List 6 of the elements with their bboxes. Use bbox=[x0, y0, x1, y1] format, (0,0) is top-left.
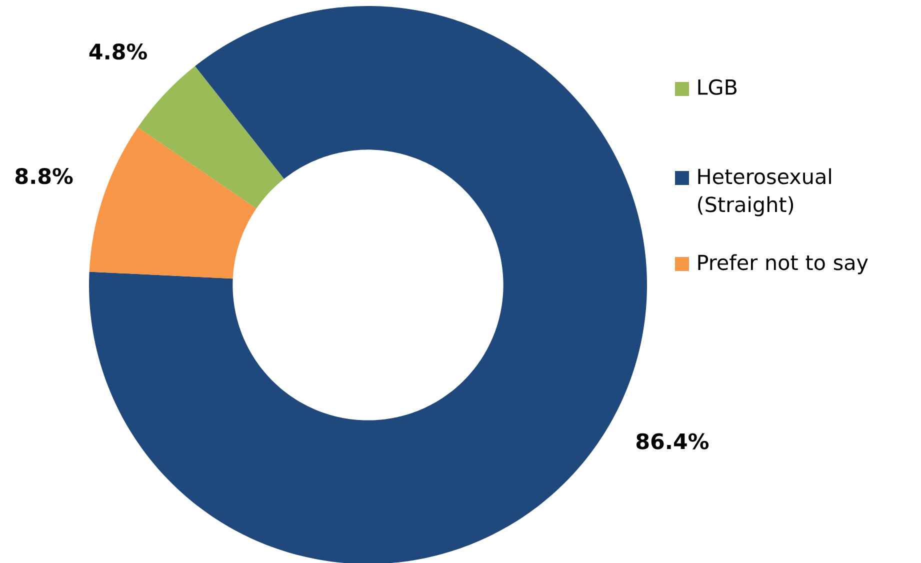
legend-label: Heterosexual (Straight) bbox=[698, 168, 831, 216]
data-label: 86.4% bbox=[636, 433, 709, 450]
data-label: 4.8% bbox=[89, 44, 147, 60]
legend-label: LGB bbox=[698, 79, 737, 95]
legend-label: Prefer not to say bbox=[698, 254, 868, 274]
data-label: 8.8% bbox=[16, 168, 73, 184]
